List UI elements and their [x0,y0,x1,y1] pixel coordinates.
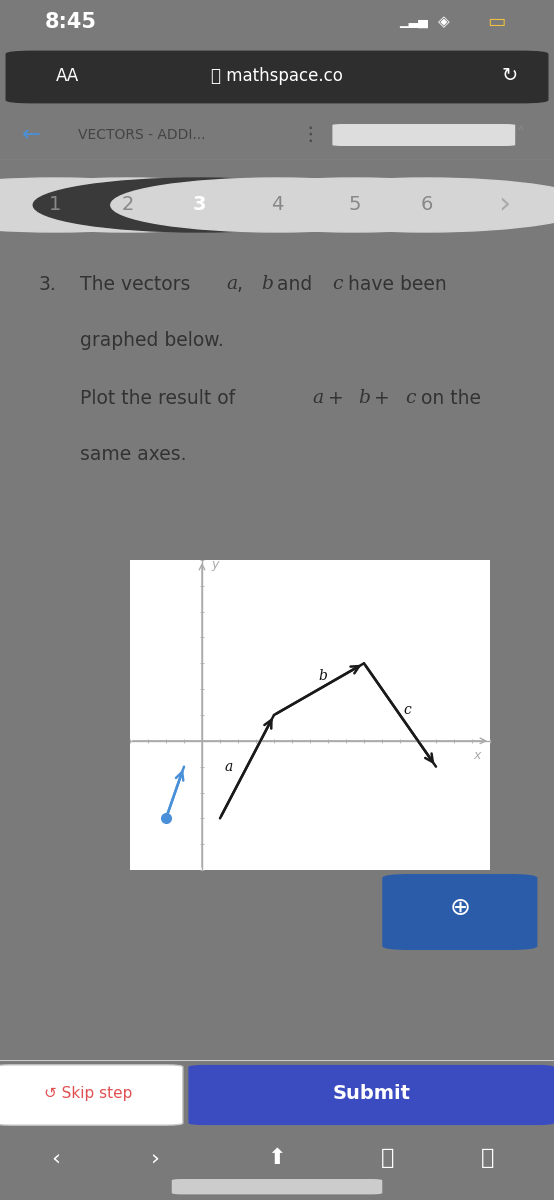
Text: 📖: 📖 [381,1148,394,1168]
FancyBboxPatch shape [382,874,537,950]
Text: ›: › [151,1148,160,1168]
Text: Plot the result of: Plot the result of [80,390,242,408]
Circle shape [33,178,366,232]
Text: 5: 5 [348,196,361,215]
Text: a: a [225,760,233,774]
Text: 3: 3 [193,196,206,215]
Text: VECTORS - ADDI...: VECTORS - ADDI... [78,128,205,142]
Text: ‹: ‹ [51,1148,60,1168]
Text: ⬆: ⬆ [268,1148,286,1168]
Text: b: b [318,670,327,683]
Text: c: c [403,703,411,716]
Text: ›: › [498,191,510,220]
Text: ˄: ˄ [516,126,525,144]
Text: ▁▃▅: ▁▃▅ [399,16,428,29]
Circle shape [188,178,521,232]
Text: 3.: 3. [39,275,57,294]
Text: ▭: ▭ [488,12,506,31]
Text: Submit: Submit [332,1084,410,1103]
FancyBboxPatch shape [172,1178,382,1194]
FancyBboxPatch shape [188,1064,554,1126]
Text: ↻: ↻ [501,66,518,85]
Text: ⊕: ⊕ [449,896,470,920]
Text: a: a [227,275,238,293]
Text: ◈: ◈ [438,14,449,30]
Text: b: b [358,390,371,408]
FancyBboxPatch shape [0,1064,183,1126]
Text: 2: 2 [121,196,134,215]
Text: same axes.: same axes. [80,445,187,464]
Text: x: x [474,749,481,762]
Text: ,: , [237,275,249,294]
Text: 8:45: 8:45 [44,12,96,32]
Text: 🔒 mathspace.co: 🔒 mathspace.co [211,67,343,85]
Text: 4: 4 [271,196,283,215]
Text: ←: ← [22,125,41,145]
Text: 1: 1 [49,196,61,215]
Text: and: and [271,275,318,294]
Circle shape [111,178,443,232]
Text: ↺ Skip step: ↺ Skip step [44,1086,133,1102]
Circle shape [260,178,554,232]
Text: a: a [312,390,323,408]
Text: ⧉: ⧉ [481,1148,494,1168]
Circle shape [0,178,222,232]
Text: +: + [368,390,396,408]
Text: on the: on the [415,390,481,408]
Text: +: + [322,390,350,408]
Text: c: c [405,390,416,408]
Text: c: c [332,275,342,293]
Text: have been: have been [342,275,447,294]
Text: 6: 6 [420,196,433,215]
Circle shape [0,178,294,232]
Text: b: b [261,275,273,293]
Text: The vectors: The vectors [80,275,197,294]
FancyBboxPatch shape [6,50,548,103]
Text: AA: AA [55,67,79,85]
FancyBboxPatch shape [332,124,515,146]
Text: ⋮: ⋮ [300,126,320,144]
Text: y: y [211,558,218,571]
Text: graphed below.: graphed below. [80,330,224,349]
